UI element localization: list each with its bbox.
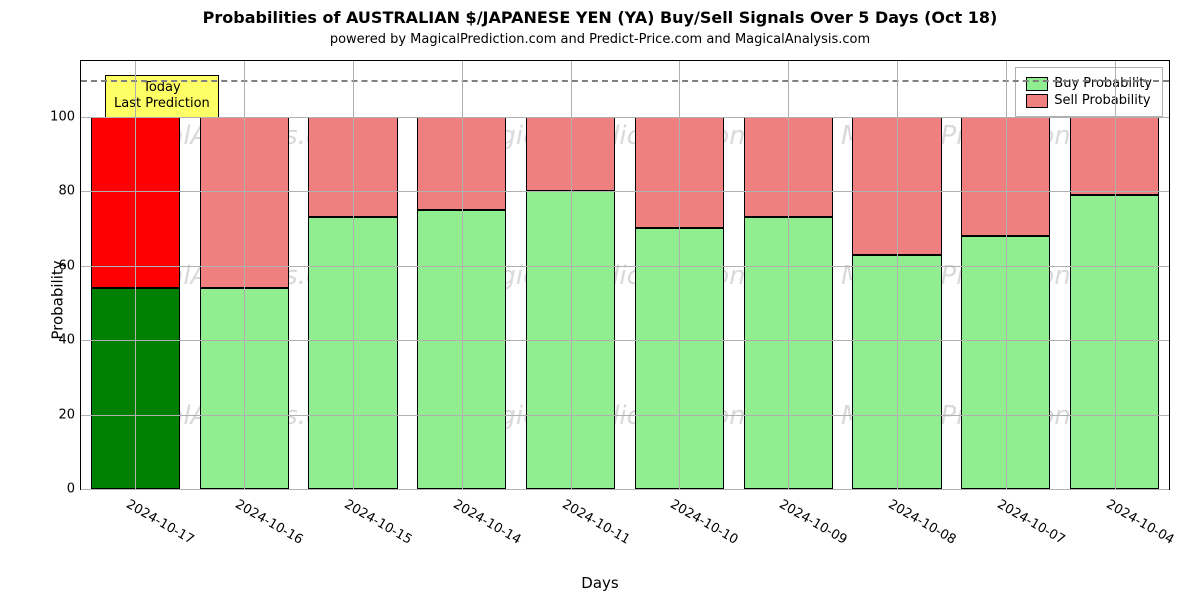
gridline	[135, 61, 136, 489]
legend-label: Sell Probability	[1054, 93, 1150, 108]
ytick-label: 20	[58, 407, 81, 422]
chart-subtitle: powered by MagicalPrediction.com and Pre…	[0, 32, 1200, 47]
legend-label: Buy Probability	[1054, 76, 1152, 91]
gridline	[462, 61, 463, 489]
xtick-label: 2024-10-10	[668, 497, 741, 548]
gridline	[81, 489, 1169, 490]
annotation-line: Last Prediction	[114, 96, 210, 112]
legend: Buy Probability Sell Probability	[1015, 67, 1163, 117]
xtick-label: 2024-10-16	[233, 497, 306, 548]
xtick-label: 2024-10-11	[559, 497, 632, 548]
gridline	[571, 61, 572, 489]
gridline	[788, 61, 789, 489]
xtick-label: 2024-10-17	[124, 497, 197, 548]
ytick-label: 80	[58, 184, 81, 199]
legend-swatch-buy	[1026, 77, 1048, 91]
xtick-label: 2024-10-15	[342, 497, 415, 548]
figure: Probabilities of AUSTRALIAN $/JAPANESE Y…	[0, 0, 1200, 600]
legend-item: Buy Probability	[1026, 76, 1152, 91]
xtick-label: 2024-10-07	[994, 497, 1067, 548]
legend-swatch-sell	[1026, 94, 1048, 108]
gridline	[353, 61, 354, 489]
xtick-label: 2024-10-09	[777, 497, 850, 548]
gridline	[1006, 61, 1007, 489]
ytick-label: 60	[58, 258, 81, 273]
xtick-label: 2024-10-08	[886, 497, 959, 548]
annotation-line: Today	[114, 80, 210, 96]
ytick-label: 40	[58, 333, 81, 348]
x-axis-label: Days	[0, 574, 1200, 592]
gridline	[1115, 61, 1116, 489]
gridline	[244, 61, 245, 489]
gridline	[679, 61, 680, 489]
plot-area: MagicalAnalysis.com MagicalPrediction.co…	[80, 60, 1170, 490]
ytick-label: 0	[67, 482, 81, 497]
legend-item: Sell Probability	[1026, 93, 1152, 108]
ytick-label: 100	[50, 109, 81, 124]
gridline	[897, 61, 898, 489]
chart-title: Probabilities of AUSTRALIAN $/JAPANESE Y…	[0, 8, 1200, 27]
xtick-label: 2024-10-14	[450, 497, 523, 548]
xtick-label: 2024-10-04	[1103, 497, 1176, 548]
